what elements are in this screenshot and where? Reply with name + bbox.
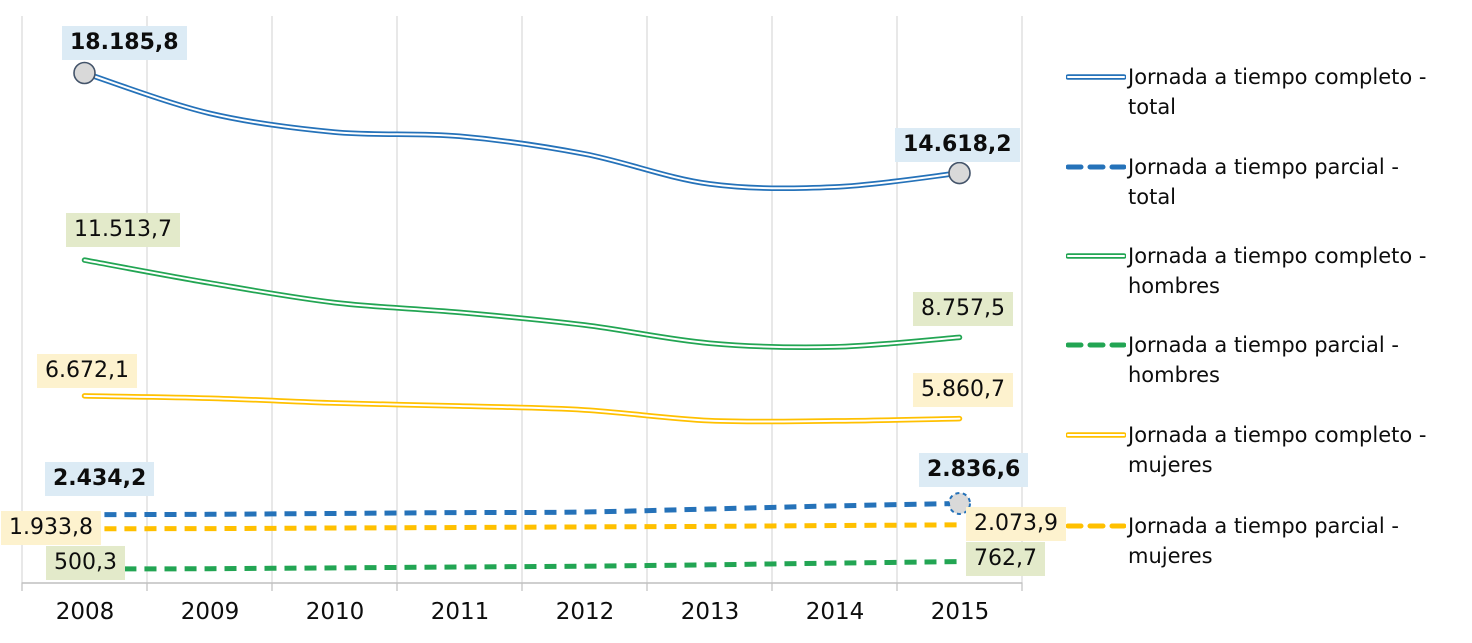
data-point-marker bbox=[948, 491, 971, 515]
x-axis-label: 2015 bbox=[930, 599, 990, 625]
legend-label: Jornada a tiempo completo - hombres bbox=[1128, 244, 1427, 298]
legend-swatch-dashed-yellow bbox=[1066, 523, 1126, 529]
legend-item-parcial-mujeres: Jornada a tiempo parcial - mujeres bbox=[1066, 511, 1466, 571]
data-label-completo-mujeres-start: 6.672,1 bbox=[37, 354, 137, 388]
legend-label: Jornada a tiempo parcial - hombres bbox=[1128, 333, 1399, 387]
legend-label: Jornada a tiempo completo - mujeres bbox=[1128, 423, 1427, 477]
legend-swatch-solid-green bbox=[1066, 253, 1126, 259]
data-label-completo-mujeres-end: 5.860,7 bbox=[913, 373, 1013, 407]
x-axis-label: 2008 bbox=[55, 599, 115, 625]
legend-swatch-solid-blue bbox=[1066, 74, 1126, 80]
x-axis-label: 2011 bbox=[430, 599, 490, 625]
data-label-parcial-total-start: 2.434,2 bbox=[45, 462, 155, 496]
legend-swatch-solid-yellow bbox=[1066, 432, 1126, 438]
x-axis-label: 2012 bbox=[555, 599, 615, 625]
data-label-completo-hombres-start: 11.513,7 bbox=[66, 213, 180, 247]
data-label-completo-total-start: 18.185,8 bbox=[62, 26, 187, 60]
legend-label: Jornada a tiempo parcial - mujeres bbox=[1128, 514, 1399, 568]
data-label-completo-total-end: 14.618,2 bbox=[895, 128, 1020, 162]
data-label-parcial-mujeres-start: 1.933,8 bbox=[1, 511, 101, 545]
legend-item-parcial-total: Jornada a tiempo parcial - total bbox=[1066, 152, 1466, 212]
legend-label: Jornada a tiempo completo - total bbox=[1128, 65, 1427, 119]
x-axis-label: 2009 bbox=[180, 599, 240, 625]
legend-swatch-dashed-blue bbox=[1066, 164, 1126, 170]
legend-item-parcial-hombres: Jornada a tiempo parcial - hombres bbox=[1066, 330, 1466, 390]
legend-item-completo-hombres: Jornada a tiempo completo - hombres bbox=[1066, 241, 1466, 301]
x-axis-label: 2010 bbox=[305, 599, 365, 625]
legend-swatch-dashed-green bbox=[1066, 342, 1126, 348]
data-label-parcial-mujeres-end: 2.073,9 bbox=[966, 507, 1066, 541]
data-label-parcial-hombres-end: 762,7 bbox=[966, 542, 1045, 576]
legend-item-completo-total: Jornada a tiempo completo - total bbox=[1066, 62, 1466, 122]
series-line-core-2 bbox=[83, 259, 961, 349]
legend-label: Jornada a tiempo parcial - total bbox=[1128, 155, 1399, 209]
data-point-marker bbox=[73, 61, 96, 85]
x-axis-label: 2013 bbox=[680, 599, 740, 625]
x-axis-label: 2014 bbox=[805, 599, 865, 625]
legend: Jornada a tiempo completo - total Jornada… bbox=[1066, 0, 1466, 643]
data-label-parcial-total-end: 2.836,6 bbox=[919, 453, 1029, 487]
series-line-core-0 bbox=[83, 72, 961, 190]
data-label-parcial-hombres-start: 500,3 bbox=[46, 546, 125, 580]
data-point-marker bbox=[948, 161, 971, 185]
series-line-core-4 bbox=[83, 394, 961, 423]
data-label-completo-hombres-end: 8.757,5 bbox=[913, 292, 1013, 326]
legend-item-completo-mujeres: Jornada a tiempo completo - mujeres bbox=[1066, 420, 1466, 480]
